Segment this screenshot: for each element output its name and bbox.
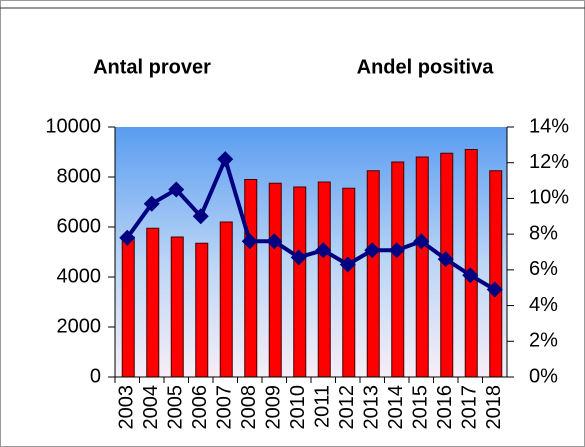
y2-axis-title: Andel positiva xyxy=(357,56,495,78)
marker xyxy=(388,242,405,259)
y2-tick-label: 12% xyxy=(529,151,569,173)
bar xyxy=(268,182,282,378)
x-tick-label: 2017 xyxy=(459,385,481,430)
x-tick-label: 2016 xyxy=(434,385,456,430)
x-tick-label: 2005 xyxy=(165,385,187,430)
marker xyxy=(437,251,454,268)
y-tick-label: 2000 xyxy=(57,315,102,337)
y2-tick-label: 8% xyxy=(529,222,558,244)
marker xyxy=(486,281,503,298)
marker xyxy=(462,267,479,284)
x-tick-label: 2008 xyxy=(238,385,260,430)
x-tick-label: 2013 xyxy=(361,385,383,430)
marker xyxy=(364,242,381,259)
x-tick-label: 2009 xyxy=(263,385,285,430)
bar xyxy=(464,149,478,378)
bar xyxy=(489,170,503,378)
y2-tick-label: 10% xyxy=(529,187,569,209)
y2-tick-label: 6% xyxy=(529,258,558,280)
marker xyxy=(290,249,307,266)
y2-tick-label: 2% xyxy=(529,330,558,352)
bar xyxy=(317,181,331,378)
bar xyxy=(366,170,380,378)
marker xyxy=(315,242,332,259)
marker xyxy=(217,151,234,168)
y-tick-label: 6000 xyxy=(57,215,102,237)
marker xyxy=(413,233,430,250)
y2-tick-label: 4% xyxy=(529,294,558,316)
marker xyxy=(143,195,160,212)
x-tick-label: 2003 xyxy=(116,385,138,430)
marker xyxy=(168,181,185,198)
bar xyxy=(342,187,356,378)
x-tick-label: 2014 xyxy=(385,385,407,430)
x-tick-label: 2004 xyxy=(140,385,162,430)
line xyxy=(125,153,496,292)
x-tick-label: 2015 xyxy=(410,385,432,430)
y-tick-label: 4000 xyxy=(57,265,102,287)
marker xyxy=(266,233,283,250)
y2-tick-label: 0% xyxy=(529,365,558,387)
bar xyxy=(293,186,307,378)
x-tick-label: 2011 xyxy=(312,385,334,428)
y-tick-label: 0 xyxy=(90,365,101,387)
bar xyxy=(146,227,160,378)
y-tick-label: 10000 xyxy=(45,115,101,137)
marker xyxy=(119,229,136,246)
x-tick-label: 2010 xyxy=(287,385,309,430)
bar xyxy=(244,179,258,378)
bar xyxy=(219,221,233,378)
bar xyxy=(170,236,184,378)
marker xyxy=(192,208,209,225)
bar xyxy=(121,236,135,378)
marker xyxy=(241,233,258,250)
x-tick-label: 2007 xyxy=(214,385,236,430)
bar xyxy=(195,242,209,378)
bar xyxy=(415,156,429,378)
x-tick-label: 2006 xyxy=(189,385,211,430)
y-axis-title: Antal prover xyxy=(93,56,211,78)
x-tick-label: 2018 xyxy=(483,385,505,430)
bar xyxy=(391,161,405,378)
y-tick-label: 8000 xyxy=(57,165,102,187)
x-tick-label: 2012 xyxy=(336,385,358,430)
y2-tick-label: 14% xyxy=(529,115,569,137)
marker xyxy=(339,256,356,273)
